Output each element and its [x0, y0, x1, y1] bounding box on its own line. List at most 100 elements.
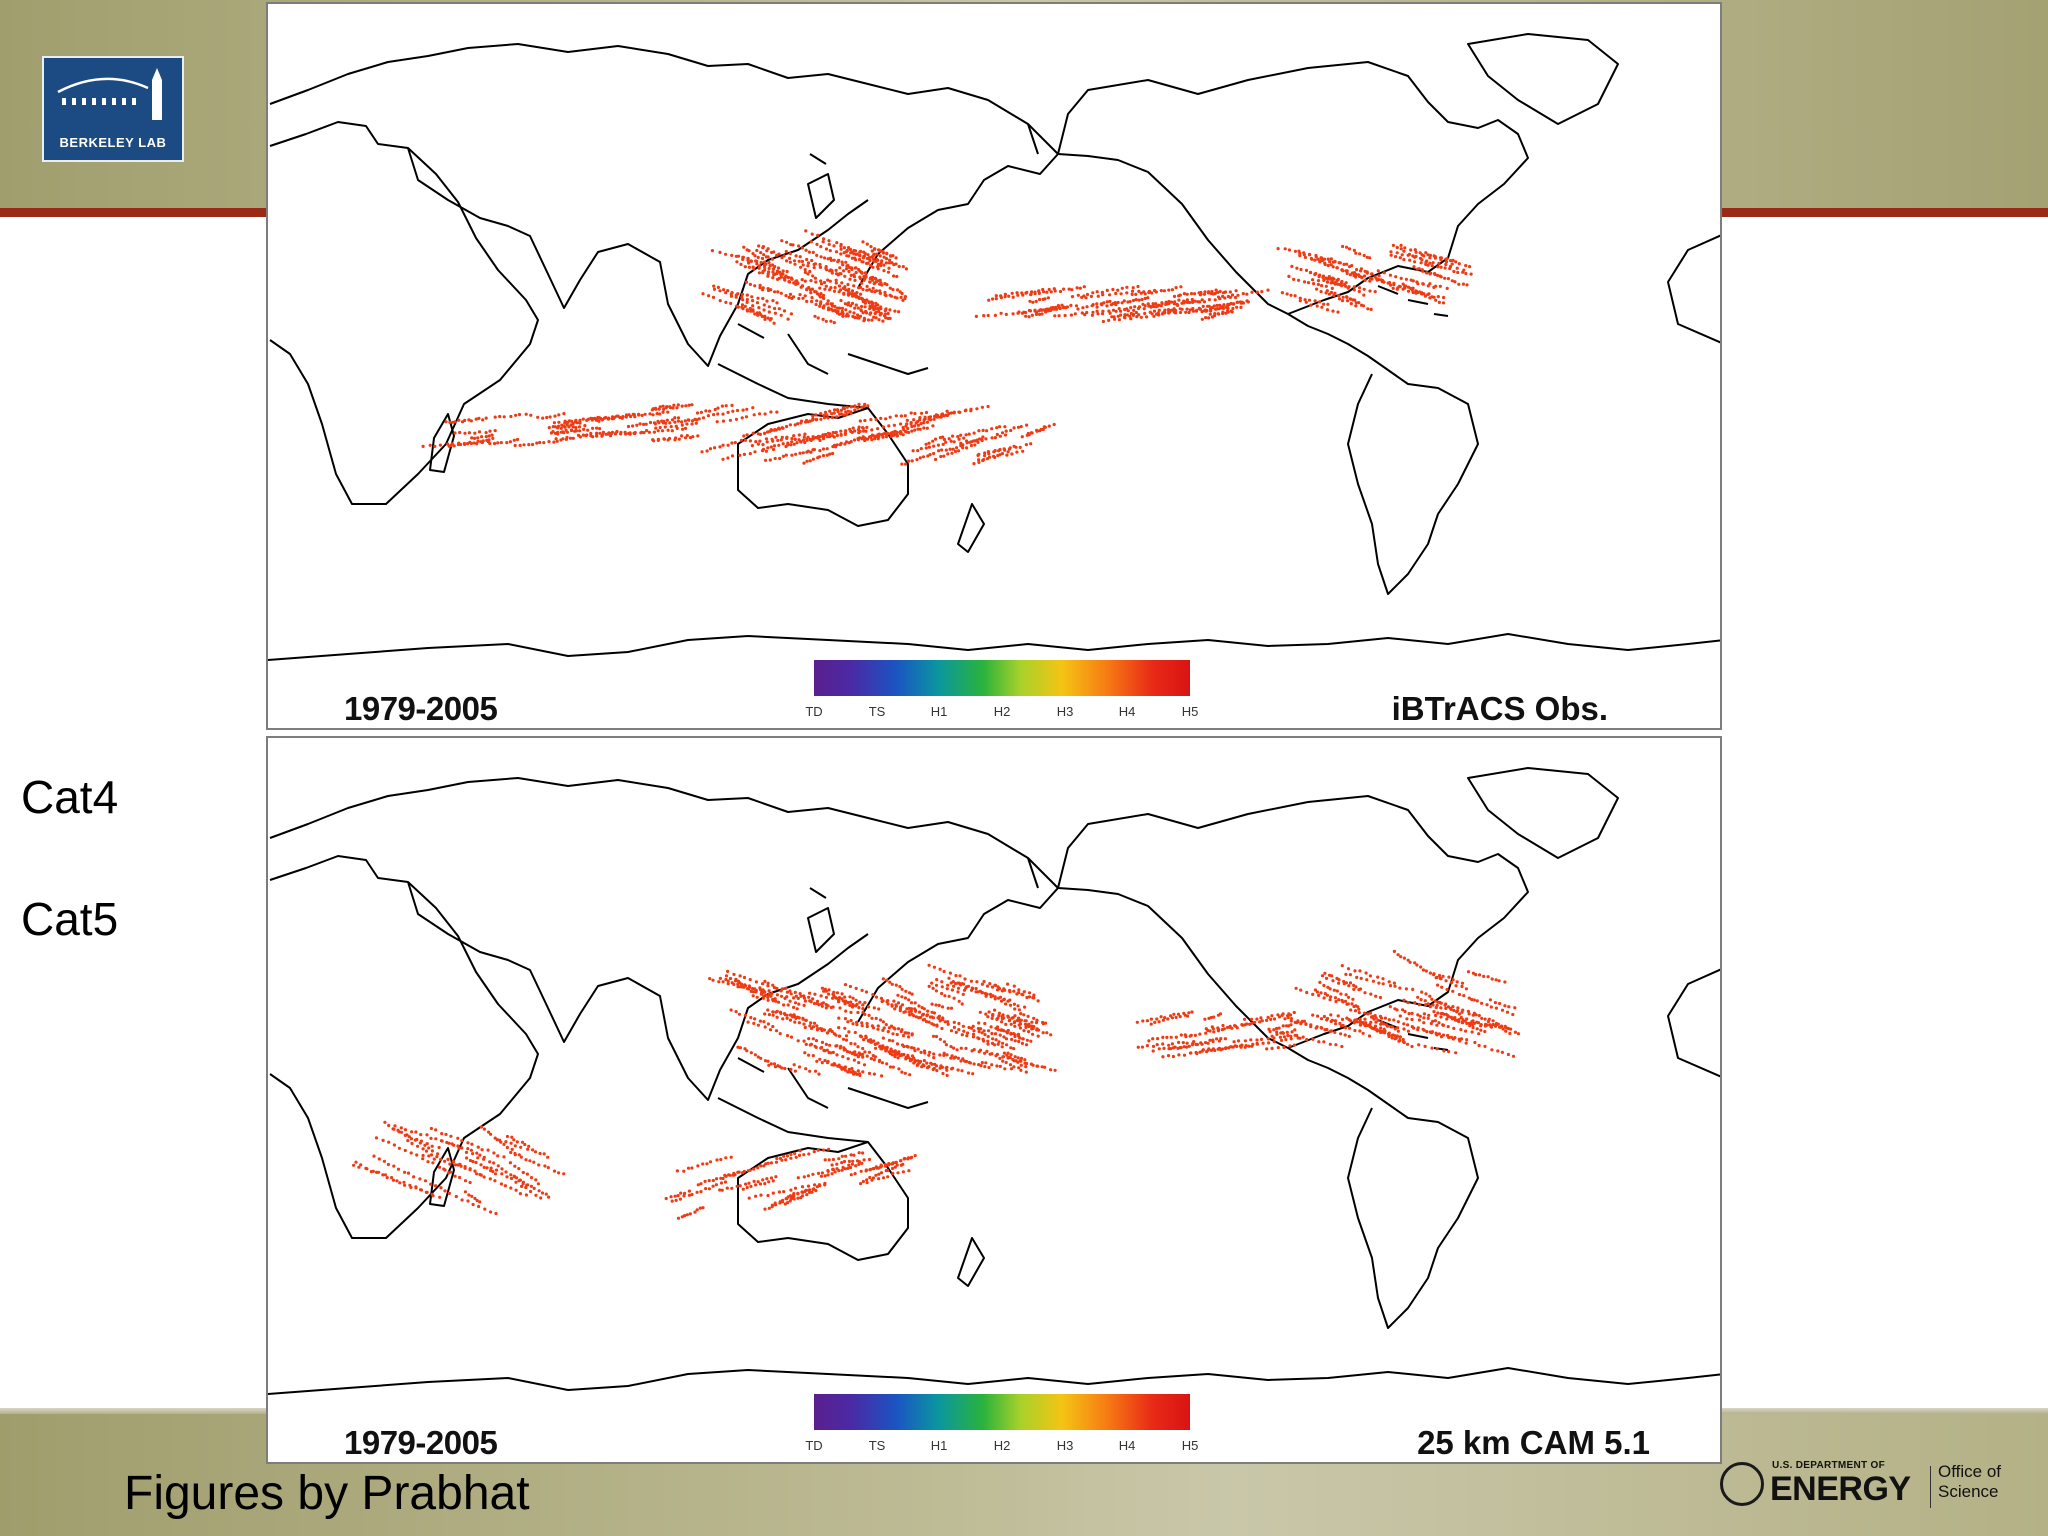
track-point	[885, 978, 889, 982]
track-point	[655, 412, 659, 416]
track-point	[986, 313, 990, 318]
track-point	[606, 417, 611, 421]
track-point	[1019, 1063, 1023, 1067]
track-point	[1245, 1022, 1249, 1026]
track-point	[496, 441, 500, 445]
track-point	[1063, 313, 1067, 318]
track-point	[759, 992, 763, 996]
track-point	[470, 436, 474, 440]
track-point	[683, 436, 688, 440]
track-point	[403, 1133, 407, 1137]
track-point	[815, 1059, 819, 1063]
track-point	[425, 1133, 429, 1137]
track-point	[751, 252, 755, 256]
track-point	[1022, 1029, 1026, 1033]
track-point	[844, 267, 849, 271]
track-point	[844, 308, 848, 312]
track-point	[746, 1169, 750, 1173]
track-point	[766, 430, 770, 434]
track-point	[533, 1150, 538, 1154]
track-point	[909, 422, 913, 426]
track-point	[1216, 1029, 1220, 1033]
track-point	[434, 1137, 438, 1141]
track-point	[858, 429, 862, 433]
track-point	[738, 1184, 742, 1188]
track-point	[1001, 1059, 1005, 1063]
track-point	[1374, 1016, 1378, 1020]
track-point	[774, 1010, 778, 1014]
track-point	[851, 314, 855, 319]
doe-divider	[1930, 1466, 1931, 1508]
track-point	[1057, 314, 1061, 318]
track-point	[1328, 1042, 1332, 1046]
track-point	[406, 1171, 411, 1175]
track-point	[890, 1166, 895, 1171]
track-point	[1028, 299, 1032, 303]
track-point	[1324, 276, 1328, 280]
track-point	[755, 248, 759, 253]
track-point	[890, 1049, 894, 1053]
track-point	[952, 1046, 956, 1050]
track-point	[881, 1176, 886, 1180]
track-point	[927, 445, 932, 449]
track-point	[701, 1206, 705, 1210]
track-point	[987, 298, 991, 302]
track-point	[793, 990, 797, 994]
track-point	[1078, 286, 1082, 290]
track-point	[1278, 1035, 1282, 1039]
track-point	[1095, 302, 1099, 306]
track-point	[849, 410, 853, 414]
track-point	[1352, 285, 1356, 289]
track-point	[1040, 312, 1044, 316]
track-point	[928, 453, 932, 457]
track-point	[881, 435, 885, 439]
track-point	[419, 1139, 423, 1143]
track-point	[749, 309, 753, 313]
track-point	[1207, 316, 1211, 320]
track-point	[1019, 1068, 1023, 1072]
track-point	[847, 1067, 851, 1072]
track-point	[1053, 314, 1057, 318]
track-point	[931, 1034, 936, 1038]
track-point	[808, 438, 813, 442]
track-point	[1402, 249, 1406, 253]
track-point	[460, 1139, 464, 1143]
track-point	[784, 986, 788, 990]
track-point	[1187, 310, 1191, 315]
track-point	[1516, 1032, 1520, 1036]
track-point	[738, 1046, 742, 1050]
track-point	[920, 1006, 924, 1010]
track-point	[860, 437, 864, 441]
track-point	[510, 1147, 514, 1151]
track-point	[896, 1027, 901, 1031]
track-point	[763, 1025, 767, 1029]
track-point	[1461, 282, 1465, 286]
track-point	[818, 286, 822, 290]
track-point	[848, 310, 852, 314]
track-point	[751, 299, 755, 303]
track-point	[499, 441, 503, 445]
track-point	[610, 417, 614, 421]
track-point	[846, 1166, 850, 1170]
track-point	[823, 1183, 827, 1187]
track-point	[536, 1182, 540, 1186]
track-point	[1000, 452, 1005, 456]
track-point	[1034, 299, 1038, 303]
track-point	[1312, 282, 1316, 286]
track-point	[1117, 307, 1121, 311]
track-point	[809, 450, 813, 454]
track-point	[733, 441, 737, 445]
track-point	[982, 1029, 986, 1033]
track-point	[1358, 1023, 1363, 1027]
track-point	[858, 314, 863, 318]
track-point	[876, 1024, 880, 1028]
track-point	[761, 982, 765, 986]
track-point	[575, 421, 579, 425]
track-point	[1353, 1028, 1357, 1033]
track-point	[448, 420, 452, 424]
track-point	[666, 410, 670, 414]
track-point	[1067, 287, 1071, 291]
track-point	[1101, 319, 1105, 324]
track-point	[1362, 1021, 1366, 1025]
track-point	[738, 974, 742, 978]
